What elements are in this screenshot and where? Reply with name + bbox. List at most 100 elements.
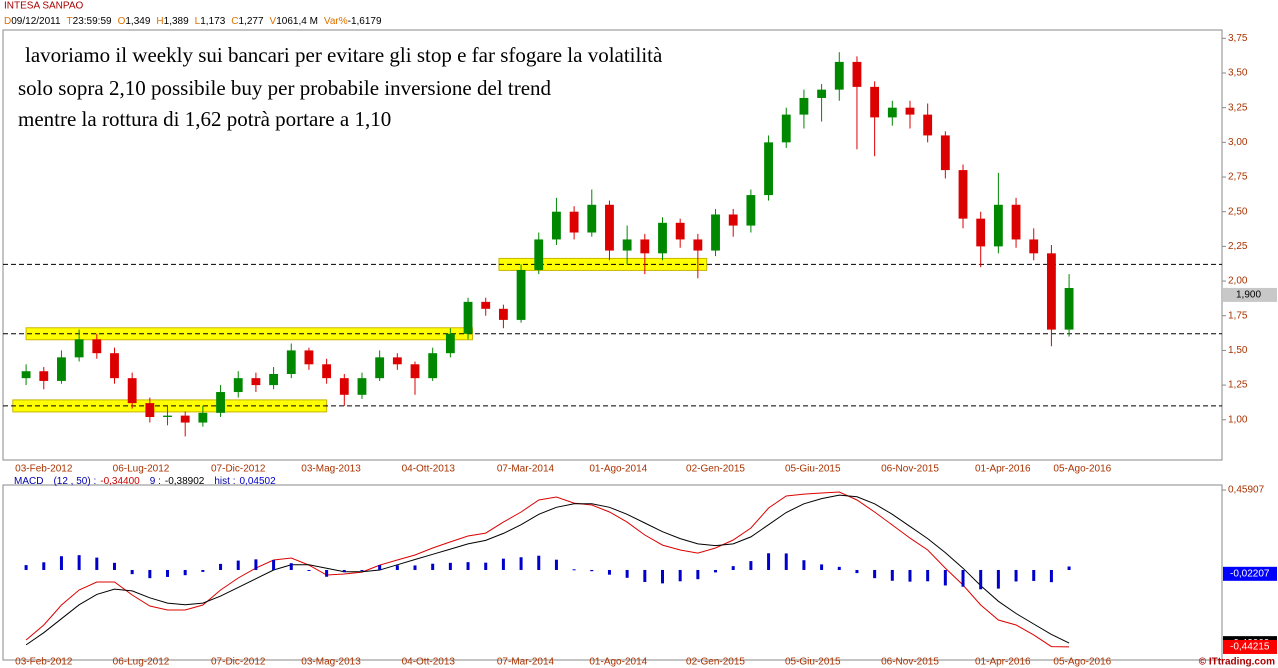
candle-body	[445, 333, 455, 354]
y-tick-label: 1,00	[1228, 414, 1248, 425]
hist-bar	[590, 569, 594, 572]
hist-bar	[1014, 569, 1018, 582]
hist-bar	[484, 562, 488, 570]
hist-bar	[890, 569, 894, 581]
hist-bar	[360, 569, 364, 571]
marker-box	[1223, 566, 1277, 581]
candle-body	[764, 142, 773, 196]
candle-body	[21, 371, 31, 379]
watermark: © ITtrading.com	[1199, 657, 1275, 668]
candle-body	[746, 195, 756, 226]
candle-body	[304, 350, 314, 365]
legend-field: 9 :	[150, 476, 161, 487]
candle-body	[870, 86, 880, 118]
candle-body	[781, 114, 791, 143]
candle-body	[322, 364, 332, 379]
candle-body	[1046, 253, 1056, 330]
field-key: H	[156, 16, 163, 27]
hist-bar	[95, 557, 99, 570]
x-tick-label: 07-Mar-2014	[497, 657, 555, 668]
hist-bar	[643, 569, 647, 582]
hist-bar	[378, 565, 382, 570]
hist-bar	[148, 569, 152, 579]
hist-bar	[24, 565, 28, 570]
field-value: 1061,4 M	[276, 16, 318, 27]
legend-field: -0,38902	[165, 476, 205, 487]
candle-body	[993, 204, 1003, 247]
macd-legend: MACD (12 , 50) : -0,34400 9 : -0,38902 hist :…	[14, 476, 276, 487]
candle-body	[1011, 204, 1021, 240]
candle-body	[923, 114, 933, 136]
hist-bar	[749, 561, 753, 570]
field-key: O	[118, 16, 126, 27]
y-tick-label: 3,00	[1228, 137, 1248, 148]
hist-bar	[731, 566, 735, 570]
hist-bar	[926, 569, 930, 582]
candle-body	[905, 107, 915, 115]
candle-body	[110, 353, 119, 379]
hist-bar	[607, 569, 611, 575]
candle-body	[233, 378, 243, 393]
hist-bar	[431, 563, 435, 570]
candle-body	[1029, 239, 1039, 254]
field-value: 09/12/2011	[11, 16, 61, 27]
marker-box	[1223, 639, 1277, 654]
x-tick-label: 03-Mag-2013	[301, 464, 361, 475]
candle-body	[552, 211, 561, 240]
candle-body	[180, 415, 190, 423]
candle-body	[658, 222, 667, 254]
hist-bar	[466, 562, 470, 570]
candle-body	[392, 357, 402, 365]
candle-body	[251, 378, 261, 386]
candle-body	[976, 218, 986, 247]
candle-body	[57, 357, 66, 381]
hist-bar	[448, 562, 452, 570]
candle-body	[605, 204, 614, 251]
hist-bar	[1032, 569, 1036, 581]
legend-field: 0,04502	[239, 476, 276, 487]
hist-bar	[166, 569, 170, 577]
macd-line	[25, 491, 1070, 648]
hist-bar	[554, 559, 558, 570]
candle-body	[481, 301, 491, 309]
x-tick-label: 01-Ago-2014	[589, 657, 647, 668]
macd-line	[25, 494, 1070, 646]
candle-body	[587, 204, 597, 233]
annotation-line: lavoriamo il weekly sui bancari per evit…	[25, 43, 663, 67]
x-tick-label: 05-Ago-2016	[1053, 464, 1111, 475]
candle-body	[1064, 288, 1074, 330]
candle-body	[569, 211, 579, 233]
x-tick-label: 07-Mar-2014	[497, 464, 555, 475]
candle-body	[817, 89, 827, 98]
hist-bar	[236, 560, 240, 570]
y-tick-label: 2,25	[1228, 241, 1248, 252]
candle-body	[216, 392, 225, 413]
x-tick-label: 01-Apr-2016	[975, 657, 1031, 668]
candle-body	[428, 353, 438, 379]
x-tick-label: 05-Giu-2015	[785, 657, 841, 668]
header-fields: D09/12/2011 T23:59:59 O1,349 H1,389 L1,173 C1…	[4, 16, 382, 27]
candle-body	[286, 350, 296, 374]
x-tick-label: 03-Feb-2012	[15, 464, 73, 475]
macd-title: MACD	[14, 476, 43, 487]
x-tick-label: 06-Lug-2012	[113, 464, 170, 475]
hist-bar	[572, 569, 576, 571]
candle-body	[728, 214, 738, 226]
field-value: 1,173	[200, 16, 225, 27]
marker-label: -0,44215	[1230, 642, 1270, 653]
hist-bar	[42, 562, 46, 570]
candle-body	[92, 339, 102, 354]
hist-bar	[660, 569, 664, 584]
hist-bar	[254, 559, 258, 570]
y-tick-label: 3,75	[1228, 33, 1248, 44]
candle-body	[145, 403, 155, 417]
x-tick-label: 06-Lug-2012	[113, 657, 170, 668]
candle-body	[39, 371, 49, 381]
last-price-label: 1,900	[1236, 290, 1261, 301]
hist-bar	[678, 569, 682, 582]
x-tick-label: 07-Dic-2012	[211, 464, 266, 475]
field-key: T	[67, 16, 73, 27]
x-tick-label: 05-Giu-2015	[785, 464, 841, 475]
last-price-box	[1223, 287, 1277, 302]
x-tick-label: 02-Gen-2015	[686, 464, 745, 475]
